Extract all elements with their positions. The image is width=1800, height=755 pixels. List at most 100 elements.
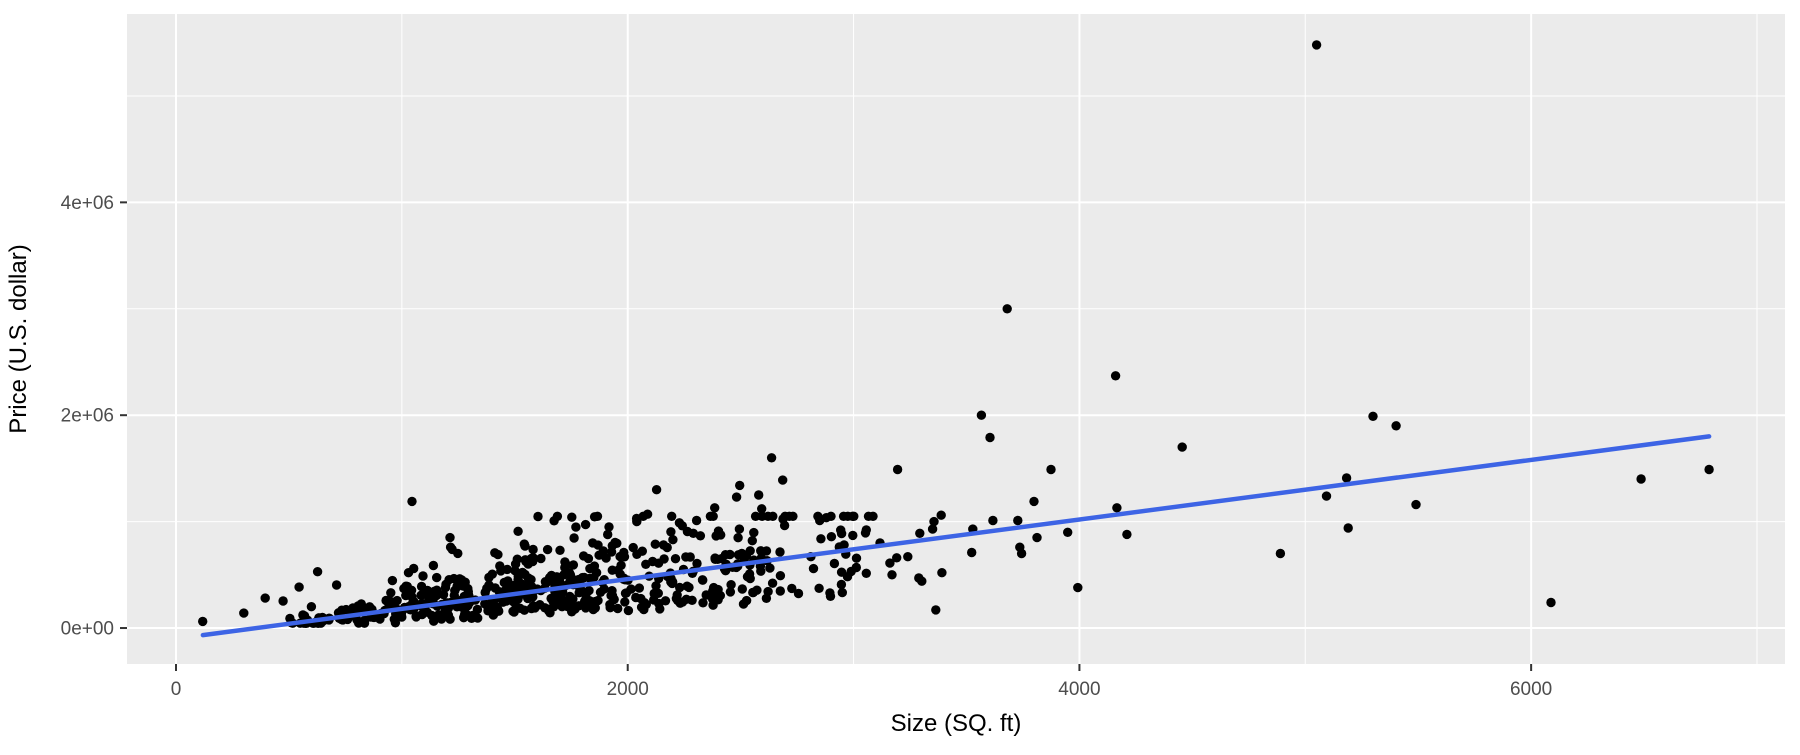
data-point bbox=[572, 575, 583, 586]
data-point bbox=[698, 598, 708, 608]
data-point bbox=[632, 516, 642, 527]
data-point bbox=[861, 568, 871, 578]
data-point bbox=[584, 585, 594, 596]
data-point bbox=[455, 574, 465, 584]
data-point bbox=[513, 526, 523, 536]
data-point bbox=[517, 567, 528, 578]
data-point bbox=[775, 586, 785, 596]
data-point bbox=[826, 532, 837, 542]
data-point bbox=[438, 589, 449, 600]
data-point bbox=[542, 544, 553, 555]
data-point bbox=[815, 515, 825, 526]
data-point bbox=[808, 563, 819, 574]
data-point bbox=[653, 558, 664, 568]
data-point bbox=[428, 560, 439, 571]
data-point bbox=[599, 584, 609, 594]
data-point bbox=[567, 512, 577, 522]
data-point bbox=[422, 607, 432, 617]
data-point bbox=[825, 588, 835, 598]
data-point bbox=[619, 547, 629, 558]
data-point bbox=[715, 590, 725, 601]
x-tick-label: 0 bbox=[171, 679, 182, 700]
data-point bbox=[851, 553, 862, 563]
data-point bbox=[607, 586, 617, 596]
data-point bbox=[487, 569, 497, 579]
data-point bbox=[662, 542, 672, 553]
data-point bbox=[836, 579, 847, 590]
data-point bbox=[780, 511, 790, 521]
data-point bbox=[472, 604, 483, 615]
data-point bbox=[1311, 40, 1322, 50]
data-point bbox=[738, 599, 749, 609]
data-point bbox=[1704, 464, 1714, 475]
y-tick-label: 0e+00 bbox=[61, 619, 114, 640]
data-point bbox=[540, 577, 551, 587]
minor-gridlines bbox=[127, 14, 1785, 664]
data-point bbox=[493, 605, 503, 615]
data-point bbox=[513, 594, 523, 604]
data-point bbox=[735, 480, 745, 491]
data-point bbox=[613, 603, 623, 614]
data-point bbox=[670, 554, 681, 564]
data-point bbox=[985, 432, 995, 443]
data-point bbox=[634, 583, 644, 593]
data-point bbox=[588, 604, 598, 615]
data-point bbox=[585, 573, 595, 583]
data-point bbox=[306, 602, 317, 612]
y-tick-label: 4e+06 bbox=[61, 193, 114, 214]
data-point bbox=[548, 596, 558, 606]
data-point bbox=[610, 537, 620, 548]
data-point bbox=[917, 576, 927, 586]
data-point bbox=[677, 521, 687, 531]
data-point bbox=[734, 524, 745, 534]
data-point bbox=[655, 604, 665, 614]
data-point bbox=[554, 575, 565, 585]
data-point bbox=[836, 528, 847, 539]
data-point bbox=[588, 538, 598, 548]
data-point bbox=[651, 485, 662, 495]
data-point bbox=[312, 567, 323, 577]
data-point bbox=[594, 550, 604, 560]
data-point bbox=[685, 552, 695, 562]
data-point bbox=[672, 595, 683, 606]
data-point bbox=[1002, 304, 1012, 314]
data-point bbox=[710, 503, 720, 513]
regression-line bbox=[200, 434, 1712, 638]
data-point bbox=[443, 610, 454, 620]
data-point bbox=[726, 580, 736, 590]
data-point bbox=[574, 588, 584, 598]
data-point bbox=[543, 605, 554, 616]
data-point bbox=[1073, 582, 1083, 593]
data-point bbox=[460, 609, 470, 619]
data-point bbox=[761, 593, 772, 603]
data-point bbox=[528, 544, 538, 555]
data-point bbox=[352, 615, 362, 625]
data-point bbox=[552, 511, 563, 521]
data-point bbox=[425, 590, 435, 600]
data-point bbox=[568, 560, 579, 570]
data-point bbox=[742, 572, 753, 582]
data-point bbox=[716, 530, 726, 540]
data-point bbox=[666, 527, 676, 537]
data-point bbox=[592, 511, 603, 521]
data-point bbox=[512, 554, 522, 564]
data-point bbox=[392, 595, 402, 606]
data-point bbox=[278, 596, 288, 606]
data-point bbox=[775, 547, 785, 557]
data-point bbox=[927, 524, 938, 534]
data-point bbox=[814, 583, 824, 593]
data-point bbox=[766, 453, 777, 463]
data-point bbox=[754, 490, 764, 500]
data-point bbox=[436, 614, 447, 624]
data-point bbox=[868, 511, 878, 521]
data-point bbox=[847, 511, 858, 521]
data-point bbox=[533, 511, 543, 522]
data-point bbox=[757, 504, 767, 514]
data-point bbox=[560, 557, 570, 567]
data-point bbox=[988, 515, 998, 526]
data-point bbox=[375, 614, 385, 624]
data-point bbox=[892, 464, 903, 475]
plot-panel-background bbox=[127, 14, 1785, 664]
data-point bbox=[851, 562, 861, 573]
data-point bbox=[616, 560, 626, 570]
